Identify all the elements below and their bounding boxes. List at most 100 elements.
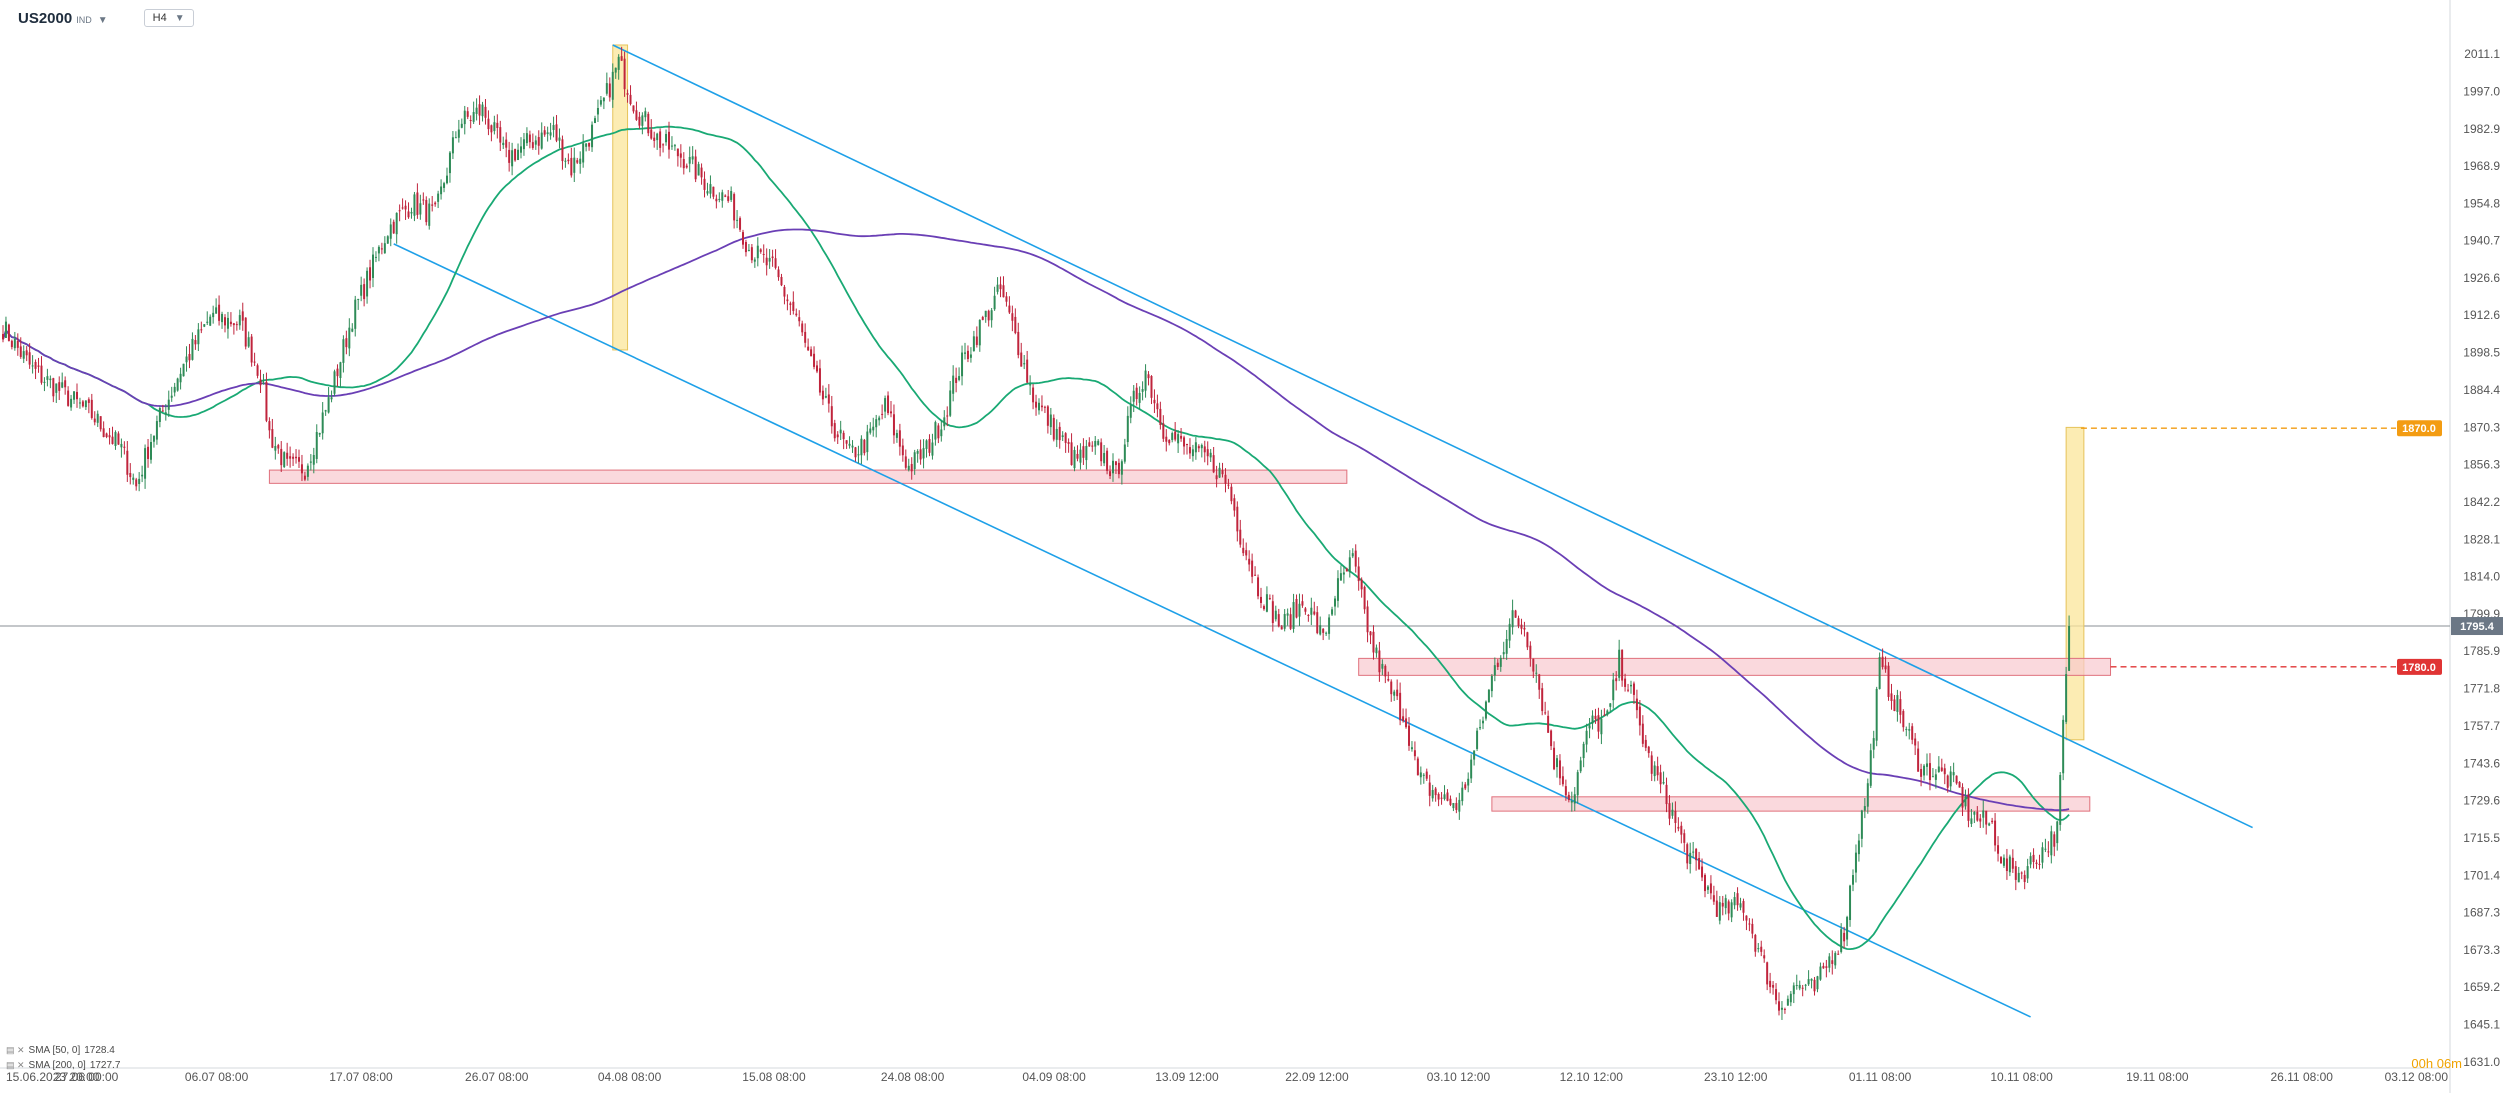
candle-body	[901, 445, 904, 456]
candle-body	[1487, 689, 1490, 703]
candle-body	[61, 382, 64, 388]
candle-body	[392, 221, 395, 234]
candle-body	[718, 198, 721, 200]
candle-body	[765, 257, 768, 266]
candle-body	[1168, 439, 1171, 444]
sr-zone	[268, 469, 1348, 484]
candle-body	[1215, 475, 1218, 480]
candle-body	[1905, 728, 1908, 730]
candle-body	[1573, 794, 1576, 804]
candle-body	[617, 56, 620, 70]
candle-body	[1165, 436, 1168, 442]
candle-body	[2056, 821, 2059, 844]
candle-body	[1849, 885, 1852, 921]
candle-body	[286, 452, 289, 459]
candle-body	[43, 381, 46, 383]
candle-body	[620, 56, 623, 61]
x-tick-label: 24.08 08:00	[881, 1070, 945, 1084]
candle-body	[1973, 811, 1976, 815]
candle-body	[1638, 706, 1641, 726]
candle-body	[167, 399, 170, 410]
candle-body	[1692, 851, 1695, 853]
candle-body	[1186, 444, 1188, 446]
candle-body	[1082, 446, 1085, 458]
candle-body	[744, 242, 747, 253]
instrument-selector[interactable]: US2000 IND ▼	[18, 10, 108, 27]
candle-body	[925, 440, 928, 449]
candle-body	[1467, 778, 1470, 786]
candle-body	[111, 436, 114, 444]
candle-body	[1191, 449, 1194, 457]
chevron-down-icon[interactable]: ▼	[97, 14, 108, 26]
legend-sma50[interactable]: ▤ ✕ SMA [50, 0] 1728.4	[6, 1043, 120, 1058]
x-tick-label: 15.08 08:00	[742, 1070, 806, 1084]
y-tick-label: 1884.4	[2463, 383, 2500, 397]
candle-body	[1982, 810, 1985, 818]
candle-body	[1825, 966, 1828, 968]
candle-body	[478, 104, 481, 116]
candle-body	[259, 379, 262, 386]
candle-body	[531, 142, 534, 148]
candle-body	[857, 454, 860, 456]
candle-body	[191, 338, 194, 360]
candle-body	[1085, 445, 1088, 461]
candle-body	[916, 450, 919, 454]
indicator-settings-icon[interactable]: ▤ ✕	[6, 1045, 25, 1055]
candle-body	[1819, 966, 1822, 980]
candle-body	[434, 202, 437, 205]
candle-body	[1798, 984, 1801, 989]
y-tick-label: 1856.3	[2463, 458, 2500, 472]
candle-body	[1357, 566, 1360, 582]
candle-body	[890, 411, 892, 414]
candle-body	[437, 193, 440, 202]
candle-body	[777, 269, 780, 278]
candle-body	[1055, 428, 1058, 440]
candle-body	[898, 430, 901, 447]
candle-body	[668, 131, 670, 150]
candle-body	[1520, 624, 1523, 629]
candle-body	[1410, 747, 1413, 750]
indicator-settings-icon[interactable]: ▤ ✕	[6, 1060, 25, 1070]
candle-body	[144, 448, 147, 479]
candle-body	[1547, 715, 1550, 733]
y-tick-label: 1687.3	[2463, 906, 2500, 920]
grid	[0, 0, 2451, 1093]
candle-body	[1665, 784, 1668, 805]
candle-body	[1265, 594, 1268, 612]
candle-body	[1390, 681, 1393, 695]
timeframe-selector[interactable]: H4 ▼	[143, 9, 194, 27]
highlight-box	[2065, 426, 2085, 741]
candle-body	[596, 107, 599, 115]
candle-body	[303, 475, 306, 480]
candle-body	[1680, 825, 1683, 835]
candle-body	[534, 140, 537, 145]
candle-body	[90, 399, 93, 418]
candle-body	[1606, 710, 1609, 716]
channel-line	[393, 243, 2031, 1018]
legend-sma200[interactable]: ▤ ✕ SMA [200, 0] 1727.7	[6, 1058, 120, 1073]
candle-body	[1544, 712, 1547, 714]
candle-body	[1931, 776, 1934, 778]
candle-body	[1997, 845, 2000, 854]
candle-body	[1292, 602, 1295, 629]
candle-body	[1772, 984, 1775, 988]
candle-body	[1863, 806, 1866, 811]
candle-body	[1816, 976, 1819, 990]
descending-channel	[393, 44, 2253, 1018]
candle-body	[1695, 848, 1698, 861]
candle-body	[1556, 758, 1558, 768]
candle-body	[771, 256, 774, 259]
candle-body	[599, 100, 602, 105]
candle-body	[2062, 719, 2065, 774]
x-tick-label: 10.11 08:00	[1990, 1070, 2053, 1084]
candle-body	[1437, 794, 1440, 800]
candle-body	[247, 337, 250, 347]
y-tick-label: 1673.3	[2463, 943, 2500, 957]
candle-body	[1043, 406, 1046, 408]
candle-body	[312, 455, 315, 465]
candle-body	[824, 396, 827, 398]
candle-body	[555, 124, 558, 141]
candle-body	[271, 429, 274, 448]
candle-body	[1440, 797, 1443, 799]
